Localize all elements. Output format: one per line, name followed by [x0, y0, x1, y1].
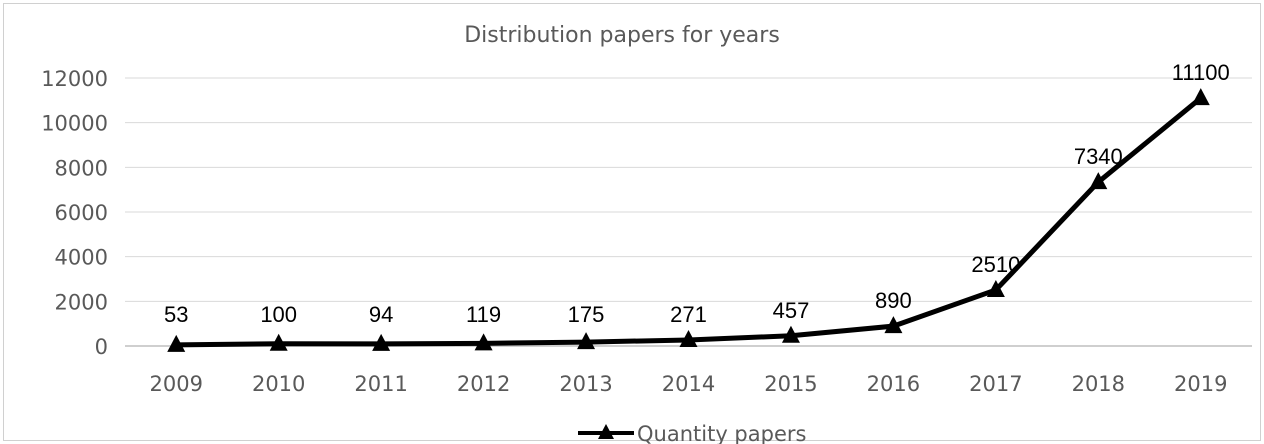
- data-label: 271: [670, 302, 707, 327]
- legend-label: Quantity papers: [637, 422, 806, 444]
- legend-marker: [598, 424, 614, 439]
- data-label: 94: [369, 302, 393, 327]
- chart-title: Distribution papers for years: [464, 23, 780, 48]
- data-label: 175: [568, 302, 605, 327]
- x-tick-label: 2015: [764, 372, 817, 396]
- data-label: 7340: [1074, 144, 1123, 169]
- data-labels: 53 100 94 119 175 271 457 890 2510 7340 11100: [164, 60, 1230, 327]
- data-point-marker: [372, 333, 391, 351]
- y-tick-label: 6000: [55, 201, 108, 225]
- chart-frame: [3, 3, 1261, 441]
- data-label: 2510: [971, 252, 1020, 277]
- x-tick-label: 2019: [1174, 372, 1227, 396]
- data-label: 890: [875, 288, 912, 313]
- y-tick-label: 8000: [55, 156, 108, 180]
- y-tick-label: 0: [95, 335, 108, 359]
- x-tick-label: 2016: [867, 372, 920, 396]
- data-point-marker: [269, 333, 288, 351]
- x-tick-label: 2012: [457, 372, 510, 396]
- data-point-marker: [1089, 172, 1108, 190]
- data-label: 11100: [1172, 60, 1230, 85]
- x-tick-label: 2010: [252, 372, 305, 396]
- y-axis-ticks: 0 2000 4000 6000 8000 10000 12000: [41, 67, 108, 359]
- y-tick-label: 2000: [55, 290, 108, 314]
- data-point-marker: [781, 325, 800, 343]
- data-point-marker: [884, 316, 903, 334]
- data-point-marker: [986, 279, 1005, 297]
- data-point-marker: [1191, 88, 1210, 106]
- x-tick-label: 2017: [969, 372, 1022, 396]
- data-label: 457: [773, 298, 810, 323]
- data-label: 100: [260, 302, 297, 327]
- x-tick-label: 2018: [1072, 372, 1125, 396]
- data-label: 119: [466, 302, 501, 327]
- y-tick-label: 12000: [41, 67, 108, 91]
- legend: Quantity papers: [578, 422, 806, 444]
- series-layer: [167, 88, 1210, 352]
- x-tick-label: 2013: [559, 372, 612, 396]
- x-tick-label: 2014: [662, 372, 715, 396]
- x-tick-label: 2011: [354, 372, 407, 396]
- data-point-marker: [577, 332, 596, 350]
- data-point-marker: [679, 329, 698, 347]
- y-tick-label: 4000: [55, 246, 108, 270]
- data-point-marker: [167, 334, 186, 352]
- x-tick-label: 2009: [150, 372, 203, 396]
- data-label: 53: [164, 302, 188, 327]
- y-tick-label: 10000: [41, 112, 108, 136]
- x-axis-ticks: 2009 2010 2011 2012 2013 2014 2015 2016 2017 2018…: [150, 372, 1228, 396]
- data-point-marker: [474, 333, 493, 351]
